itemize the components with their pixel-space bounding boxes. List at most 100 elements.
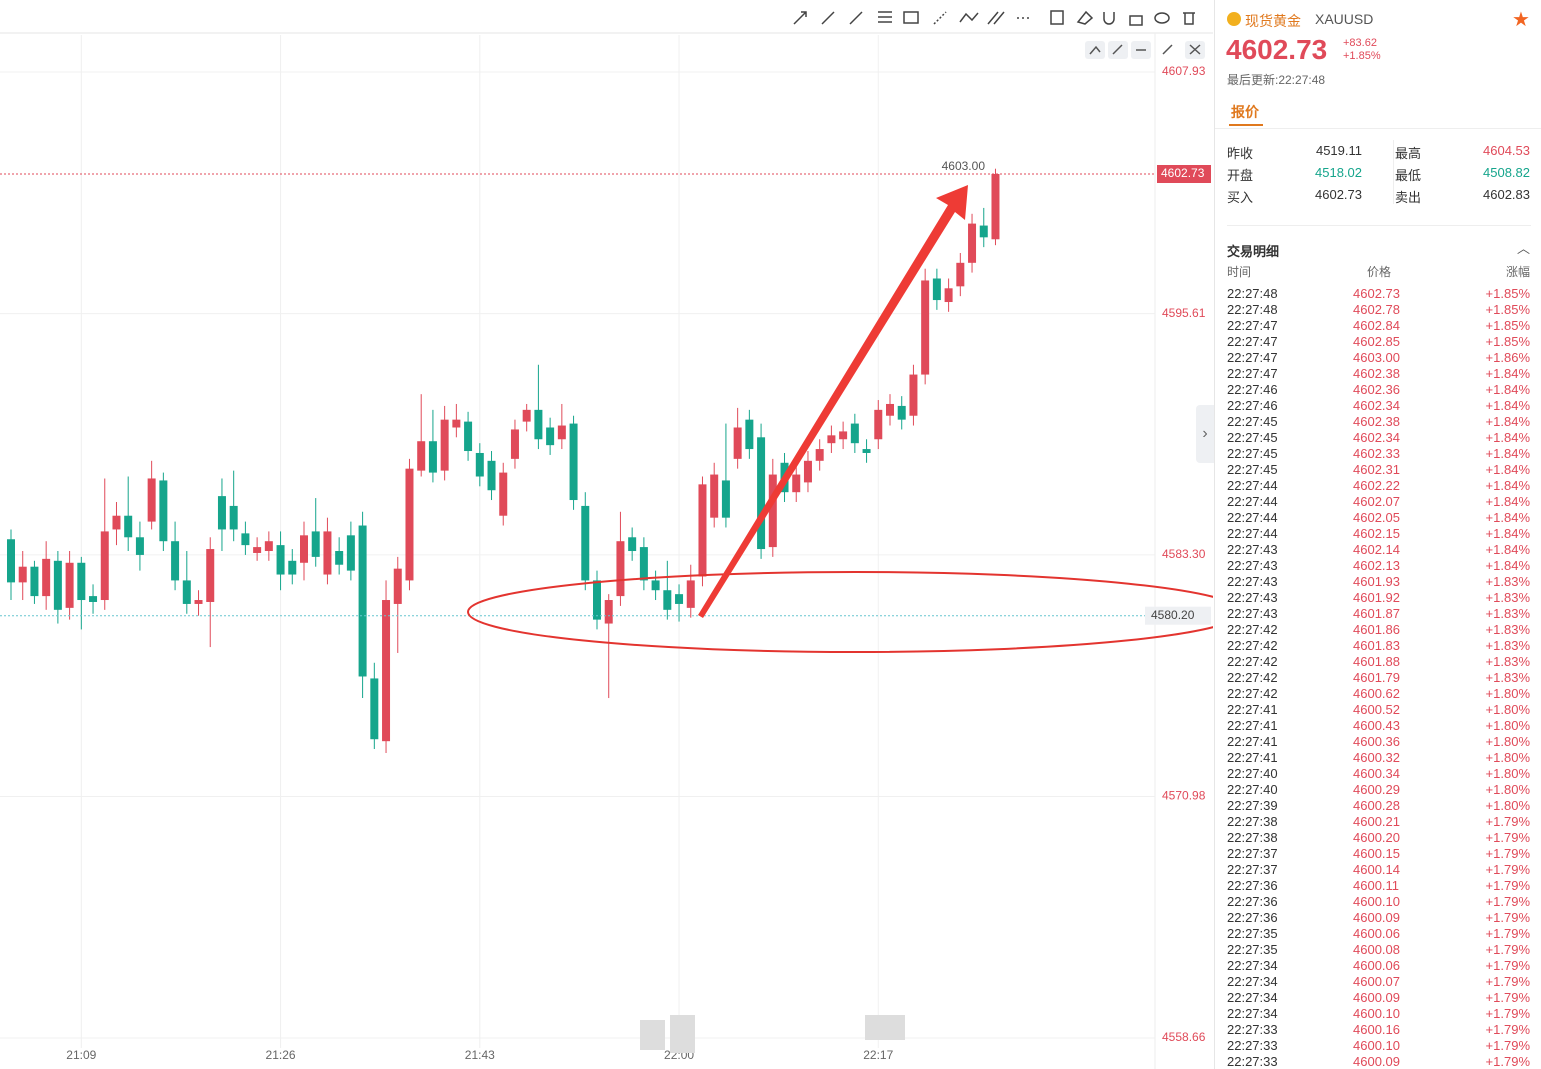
trade-price: 4601.87	[1353, 606, 1400, 621]
candle-body	[18, 566, 27, 583]
expand-button[interactable]: ›	[1196, 405, 1214, 463]
tab[interactable]: 报价	[1231, 104, 1259, 120]
field-label: 昨收	[1227, 146, 1254, 161]
trade-change: +1.80%	[1485, 718, 1530, 733]
field-value: 4518.02	[1315, 165, 1362, 180]
trade-change: +1.79%	[1485, 1022, 1530, 1037]
candle-body	[604, 600, 613, 624]
trade-price: 4602.07	[1353, 494, 1400, 509]
trade-change: +1.84%	[1485, 430, 1530, 445]
trade-time: 22:27:36	[1227, 878, 1278, 893]
y-tick-label: 4583.30	[1162, 547, 1206, 561]
candle-body	[323, 531, 332, 575]
field-label: 最高	[1395, 146, 1422, 161]
trade-time: 22:27:42	[1227, 670, 1278, 685]
trade-time: 22:27:33	[1227, 1054, 1278, 1069]
candle-body	[757, 437, 766, 550]
trade-change: +1.79%	[1485, 926, 1530, 941]
x-tick-label: 21:26	[266, 1048, 296, 1062]
quote-price: 4602.73	[1226, 34, 1328, 65]
trade-price: 4602.84	[1353, 318, 1400, 333]
trade-change: +1.79%	[1485, 878, 1530, 893]
candle-body	[182, 580, 191, 604]
field-value: 4604.53	[1483, 143, 1530, 158]
trade-price: 4600.06	[1353, 926, 1400, 941]
trade-time: 22:27:45	[1227, 462, 1278, 477]
candle-body	[534, 409, 543, 440]
trade-time: 22:27:47	[1227, 334, 1278, 349]
candle-body	[171, 541, 180, 581]
trade-price: 4602.38	[1353, 414, 1400, 429]
trade-time: 22:27:46	[1227, 382, 1278, 397]
trade-time: 22:27:47	[1227, 366, 1278, 381]
candle-body	[499, 472, 508, 516]
annotations	[467, 185, 1213, 653]
candle-body	[452, 419, 461, 428]
candle-body	[909, 374, 918, 416]
chart-bg	[0, 0, 1213, 1069]
candle-body	[30, 566, 39, 597]
trade-time: 22:27:43	[1227, 574, 1278, 589]
trade-price: 4602.31	[1353, 462, 1400, 477]
trade-change: +1.80%	[1485, 734, 1530, 749]
trade-change: +1.83%	[1485, 638, 1530, 653]
candle-body	[628, 537, 637, 552]
candle-body	[686, 580, 695, 608]
trade-change: +1.84%	[1485, 382, 1530, 397]
trade-change: +1.84%	[1485, 494, 1530, 509]
trade-time: 22:27:44	[1227, 478, 1278, 493]
quote-change-pct: +1.85%	[1343, 50, 1381, 62]
trade-change: +1.79%	[1485, 1054, 1530, 1069]
candle-body	[827, 435, 836, 444]
trade-time: 22:27:38	[1227, 814, 1278, 829]
trade-change: +1.79%	[1485, 1038, 1530, 1053]
y-tick-label: 4607.93	[1162, 64, 1206, 78]
trade-time: 22:27:42	[1227, 638, 1278, 653]
y-tick-label: 4570.98	[1162, 789, 1206, 803]
trade-change: +1.84%	[1485, 526, 1530, 541]
trade-time: 22:27:37	[1227, 862, 1278, 877]
trade-change: +1.80%	[1485, 686, 1530, 701]
trade-price: 4600.11	[1353, 878, 1400, 893]
chart: 4607.93 4595.61 4583.30 4570.98 4558.66 21:09…	[0, 0, 1213, 1069]
candle-body	[124, 515, 133, 538]
candle-body	[944, 288, 953, 303]
chart-controls[interactable]	[1085, 41, 1205, 59]
trade-price: 4600.29	[1353, 782, 1400, 797]
trade-price: 4600.52	[1353, 702, 1400, 717]
candle-body	[733, 427, 742, 459]
trade-price: 4600.36	[1353, 734, 1400, 749]
divider	[1227, 225, 1531, 226]
candle-body	[792, 474, 801, 493]
trade-time: 22:27:41	[1227, 750, 1278, 765]
trade-time: 22:27:44	[1227, 526, 1278, 541]
toolbar[interactable]	[793, 10, 1195, 26]
trade-change: +1.84%	[1485, 510, 1530, 525]
collapse[interactable]: ︿	[1517, 241, 1531, 256]
trade-change: +1.84%	[1485, 558, 1530, 573]
field-label: 买入	[1227, 190, 1254, 205]
candle-body	[557, 425, 566, 440]
high-marker: 4603.00	[942, 159, 986, 173]
trade-change: +1.79%	[1485, 830, 1530, 845]
candle-body	[393, 568, 402, 604]
favorite[interactable]: ★	[1512, 9, 1530, 31]
trade-price: 4601.79	[1353, 670, 1400, 685]
field-label: 开盘	[1227, 168, 1254, 183]
candle-body	[663, 590, 672, 610]
trade-price: 4600.14	[1353, 862, 1400, 877]
trade-price: 4602.34	[1353, 398, 1400, 413]
trade-time: 22:27:35	[1227, 926, 1278, 941]
candle-body	[991, 174, 1000, 240]
trade-price: 4603.00	[1353, 350, 1400, 365]
trade-change: +1.79%	[1485, 894, 1530, 909]
trade-time: 22:27:40	[1227, 766, 1278, 781]
quote-updated: 最后更新:22:27:48	[1227, 73, 1326, 87]
trade-price: 4600.34	[1353, 766, 1400, 781]
trade-time: 22:27:48	[1227, 302, 1278, 317]
trade-change: +1.79%	[1485, 1006, 1530, 1021]
trade-price: 4600.43	[1353, 718, 1400, 733]
quote-change: +83.62	[1343, 37, 1377, 49]
candle-body	[264, 541, 273, 552]
